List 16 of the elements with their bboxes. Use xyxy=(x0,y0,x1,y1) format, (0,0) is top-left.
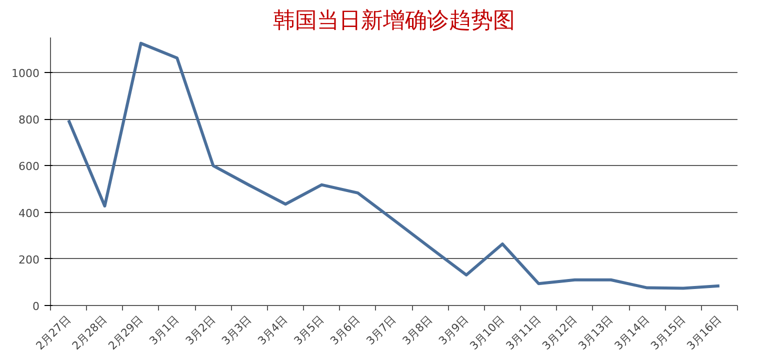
x-tick-label: 3月5日 xyxy=(292,312,326,348)
y-tick-label: 600 xyxy=(18,160,40,174)
y-tick-label: 1000 xyxy=(12,66,40,80)
chart-title: 韩国当日新增确诊趋势图 xyxy=(273,8,515,32)
x-tick-label: 3月8日 xyxy=(400,312,435,348)
x-tick-label: 3月4日 xyxy=(255,312,290,348)
x-tick-label: 3月1日 xyxy=(146,312,182,348)
x-tick-label: 3月6日 xyxy=(328,312,362,348)
y-tick-label: 400 xyxy=(18,206,40,220)
x-tick-label: 3月7日 xyxy=(364,312,399,348)
y-tick-label: 800 xyxy=(18,114,40,127)
y-tick-label: 200 xyxy=(18,253,40,266)
x-tick-label: 3月2日 xyxy=(183,312,218,348)
line-series xyxy=(67,42,721,290)
y-tick-label: 0 xyxy=(32,300,40,313)
x-tick-label: 3月3日 xyxy=(219,312,254,348)
